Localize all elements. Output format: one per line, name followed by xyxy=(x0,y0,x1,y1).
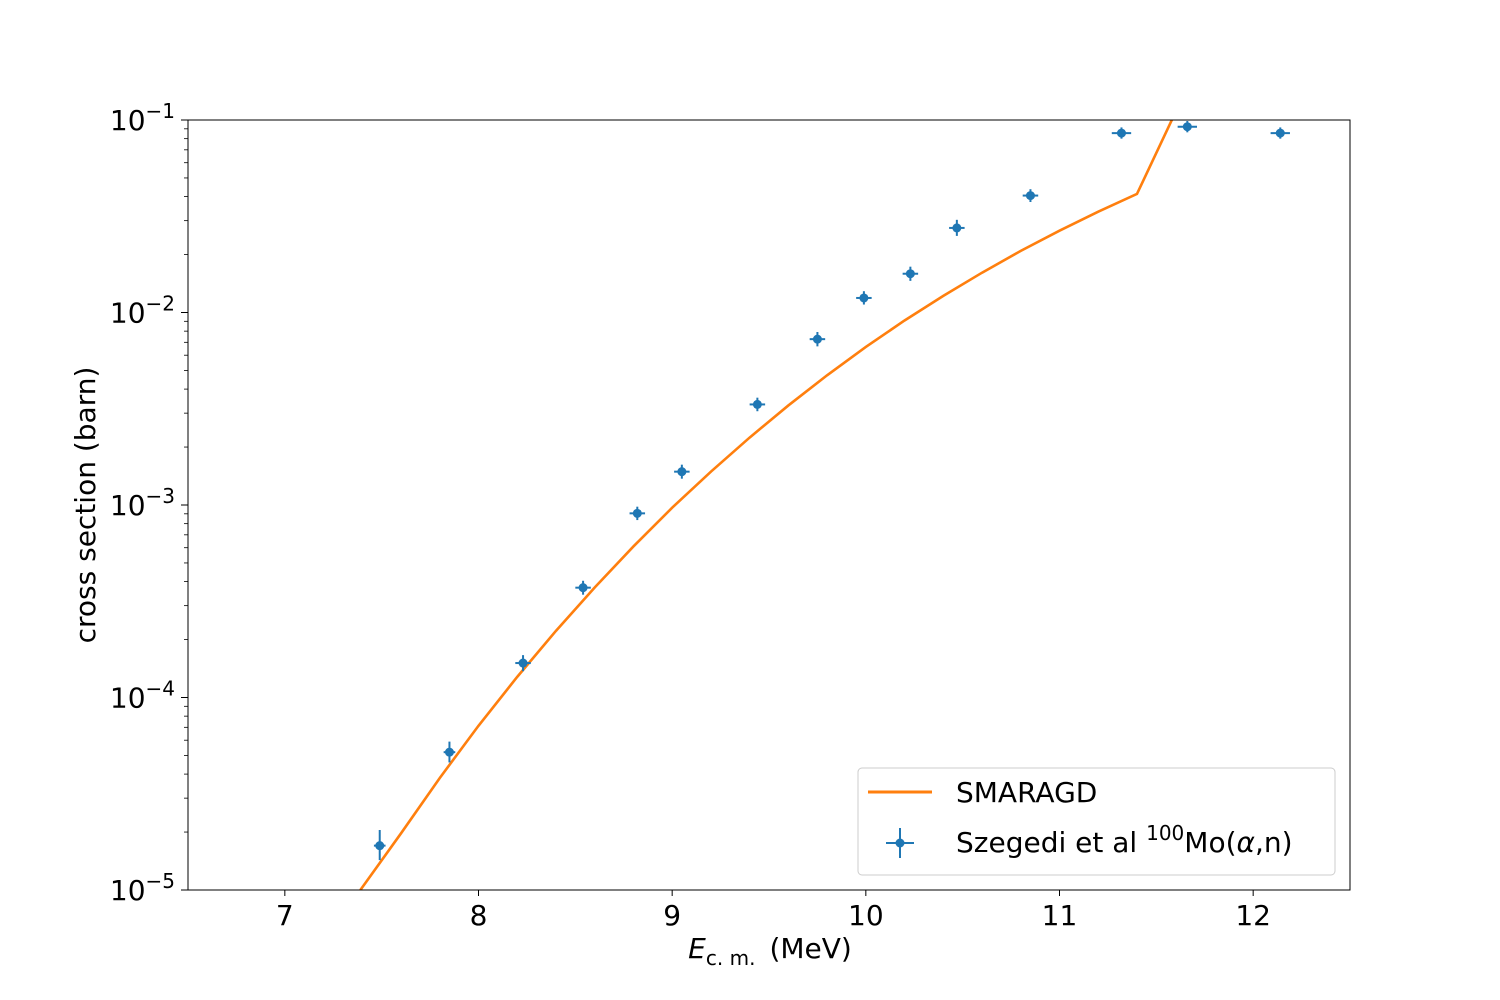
szegedi-point-14-marker xyxy=(1182,122,1192,132)
x-tick-label-9: 9 xyxy=(663,899,681,932)
szegedi-point-4-marker xyxy=(578,583,588,593)
x-axis-label: Ec. m. (MeV) xyxy=(688,932,852,970)
legend: SMARAGD Szegedi et al 100Mo(α,n) xyxy=(857,767,1336,876)
y-tick-label-5: 10−5 xyxy=(110,869,175,907)
szegedi-point-6-marker xyxy=(677,467,687,477)
y-axis: 10−1 10−2 10−3 10−4 10−5 xyxy=(110,99,188,907)
legend-label-smaragd: SMARAGD xyxy=(956,776,1097,809)
szegedi-point-4 xyxy=(575,580,591,595)
legend-label-szegedi-suffix: ,n) xyxy=(1255,826,1293,859)
legend-label-szegedi-mass-number: 100 xyxy=(1146,821,1184,845)
y-tick-label-4: 10−4 xyxy=(110,677,175,715)
x-tick-label-10: 10 xyxy=(848,899,884,932)
szegedi-point-7 xyxy=(749,397,766,412)
szegedi-point-11-marker xyxy=(952,223,962,233)
x-axis-label-symbol: E xyxy=(688,932,706,965)
legend-box xyxy=(857,767,1336,876)
szegedi-point-5-marker xyxy=(632,508,642,518)
legend-swatch-marker xyxy=(895,838,905,848)
x-axis-label-subscript: c. m. xyxy=(706,946,756,970)
szegedi-point-10 xyxy=(902,266,919,281)
szegedi-point-3-marker xyxy=(518,658,528,668)
szegedi-point-1-marker xyxy=(375,841,385,851)
szegedi-point-2-marker xyxy=(444,747,454,757)
szegedi-point-13 xyxy=(1111,127,1132,139)
szegedi-point-5 xyxy=(629,506,646,521)
x-tick-label-11: 11 xyxy=(1042,899,1078,932)
szegedi-point-9 xyxy=(856,291,872,305)
x-axis-label-unit: (MeV) xyxy=(769,932,851,965)
szegedi-point-9-marker xyxy=(859,293,869,303)
szegedi-point-7-marker xyxy=(752,399,762,409)
y-tick-label-1: 10−1 xyxy=(110,99,175,137)
szegedi-point-13-marker xyxy=(1116,128,1126,138)
legend-label-szegedi-alpha: α xyxy=(1237,826,1256,859)
szegedi-point-8 xyxy=(809,331,826,347)
szegedi-point-14 xyxy=(1177,121,1198,133)
legend-label-szegedi-element: Mo( xyxy=(1184,826,1236,859)
legend-label-szegedi-prefix: Szegedi et al xyxy=(956,826,1146,859)
smaragd-curve xyxy=(359,120,1174,890)
szegedi-point-11 xyxy=(949,219,965,236)
szegedi-point-15-marker xyxy=(1275,128,1285,138)
plot-marks xyxy=(359,120,1290,890)
y-tick-label-2: 10−2 xyxy=(110,292,175,330)
szegedi-point-12-marker xyxy=(1025,191,1035,201)
y-axis-label: cross section (barn) xyxy=(69,367,102,644)
y-tick-label-3: 10−3 xyxy=(110,484,175,522)
szegedi-point-12 xyxy=(1022,189,1039,202)
x-tick-label-8: 8 xyxy=(470,899,488,932)
x-axis: 7 8 9 10 11 12 xyxy=(276,890,1271,932)
szegedi-point-6 xyxy=(674,464,690,479)
szegedi-point-10-marker xyxy=(905,269,915,279)
legend-swatch-szegedi xyxy=(886,828,914,858)
x-tick-label-12: 12 xyxy=(1235,899,1271,932)
szegedi-point-15 xyxy=(1270,127,1290,139)
szegedi-point-1 xyxy=(373,829,386,861)
szegedi-point-8-marker xyxy=(812,334,822,344)
szegedi-point-3 xyxy=(515,655,531,672)
x-tick-label-7: 7 xyxy=(276,899,294,932)
szegedi-point-2 xyxy=(443,741,456,763)
legend-label-szegedi: Szegedi et al 100Mo(α,n) xyxy=(956,821,1293,859)
